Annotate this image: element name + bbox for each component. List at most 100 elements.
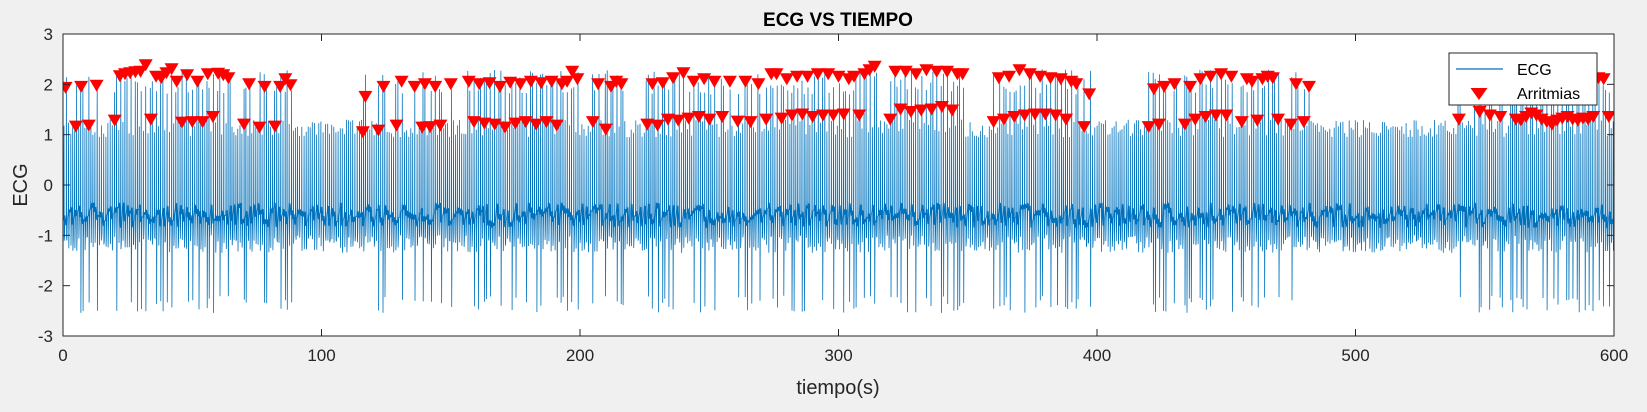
arritmia-marker [1245,75,1260,88]
arritmia-marker [614,78,629,91]
arritmia-marker [707,75,722,88]
arritmia-marker [1069,78,1084,91]
arritmia-marker [715,111,730,123]
arritmia-marker [697,73,712,86]
arritmia-marker [443,78,458,91]
chart-title: ECG VS TIEMPO [763,10,913,31]
arritmia-marker [1017,109,1032,122]
arritmia-marker [544,75,559,88]
arritmia-marker [743,116,758,129]
arritmia-marker [785,109,799,122]
arritmia-marker [1033,70,1048,83]
arritmia-marker [640,118,655,131]
arritmia-marker [529,118,544,131]
arritmia-marker [549,119,564,132]
arritmia-marker [867,60,882,73]
arritmia-marker [1059,113,1073,126]
x-tick-label: 0 [58,346,67,365]
arritmia-marker [991,72,1006,85]
arritmia-marker [174,116,189,129]
y-tick-label: -2 [38,277,53,296]
arritmia-marker [996,113,1011,126]
arritmia-marker [407,80,422,93]
arritmia-marker [893,103,908,116]
x-axis-label: tiempo(s) [796,377,879,399]
arritmia-marker [428,80,443,93]
arritmia-marker [1208,109,1223,122]
legend[interactable]: ECG Arritmias [1448,52,1598,106]
arritmia-marker [477,117,492,130]
arritmia-marker [1283,118,1298,131]
arritmia-marker [417,78,432,91]
arritmia-marker [467,116,481,129]
arritmia-marker [164,63,179,76]
arritmia-marker [1224,70,1239,83]
arritmia-marker [376,80,391,93]
arritmia-marker [498,121,512,134]
arritmia-marker [1203,70,1218,83]
arritmia-marker [257,80,272,93]
arritmia-marker [790,70,805,83]
arritmia-marker [903,106,918,118]
legend-arritmias-triangle-icon [1470,88,1488,100]
arritmia-marker [68,120,83,133]
arritmia-marker [1493,111,1508,123]
arritmia-marker [63,81,73,94]
arritmia-marker [242,78,257,91]
arritmia-marker [273,80,288,93]
arritmia-marker [190,75,205,88]
arritmia-marker [205,111,220,123]
arritmia-marker [1234,116,1249,129]
arritmia-marker [461,75,476,88]
arritmia-marker [1271,113,1285,126]
arritmia-marker [691,111,706,123]
arritmia-marker [358,90,373,103]
arritmia-marker [779,73,794,86]
arritmia-marker [560,75,575,88]
legend-arritmias-label: Arritmias [1517,86,1580,103]
arritmia-marker [534,77,549,90]
arritmia-marker [1302,80,1316,93]
arritmia-marker [986,116,1001,129]
arritmia-marker [195,116,210,129]
arritmia-marker [666,72,681,85]
y-tick-label: 0 [44,176,53,195]
arritmia-marker [769,68,784,81]
arritmia-marker [924,103,939,116]
arritmia-marker [268,120,282,133]
arritmia-marker [1472,106,1487,118]
arritmia-marker [681,112,696,125]
arritmia-marker [513,78,528,91]
arritmia-marker [816,109,830,122]
arritmia-marker [518,116,533,129]
arritmia-marker [221,72,236,85]
arritmia-marker [1193,73,1208,86]
arritmia-marker [1183,80,1198,93]
arritmia-marker [934,101,949,113]
arritmia-marker [655,77,670,90]
arritmia-marker [1048,109,1063,122]
arritmia-marker [795,108,810,121]
arritmia-marker [472,78,487,91]
arritmia-marker [389,119,404,132]
arritmia-marker [831,70,846,83]
y-tick-label: -3 [38,327,53,346]
arritmia-marker [355,126,370,139]
arritmia-marker [1188,113,1203,126]
arritmia-marker [598,123,613,136]
arritmia-marker [1022,68,1037,81]
ecg-series [63,69,1614,313]
arritmia-marker [252,121,267,134]
arritmia-marker [237,118,251,131]
arritmia-marker [133,65,148,78]
arritmia-marker [759,113,774,126]
arritmia-marker [1038,108,1053,121]
arritmia-marker [722,75,737,88]
arritmia-marker [929,65,944,78]
arritmia-marker [676,67,691,80]
arritmia-marker [283,79,298,92]
arritmia-marker [539,116,554,129]
arritmia-marker [914,104,929,117]
arritmia-marker [1265,72,1280,85]
arritmia-marker [89,79,104,92]
